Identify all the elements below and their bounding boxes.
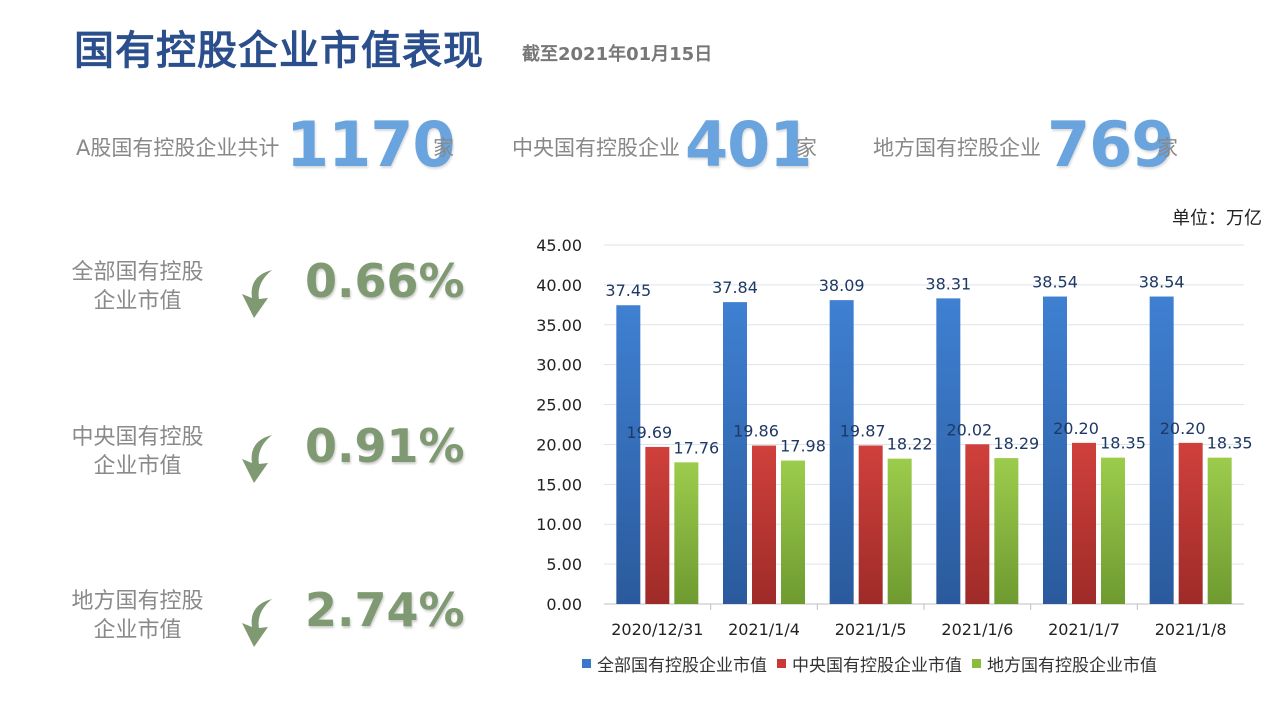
x-tick-label: 2021/1/8 (1155, 620, 1227, 639)
change-central: 中央国有控股 企业市值 0.91% (40, 419, 480, 511)
bar-local (1207, 457, 1232, 604)
bar-central (858, 445, 883, 604)
change-central-pct: 0.91% (305, 419, 465, 473)
change-local-pct: 2.74% (305, 583, 465, 637)
data-label: 19.69 (626, 423, 672, 442)
stat-local-label: 地方国有控股企业 (873, 136, 1041, 160)
stat-local: 地方国有控股企业 769 家 (873, 108, 1193, 181)
bar-total (1149, 296, 1174, 604)
data-label: 19.87 (840, 421, 886, 440)
bar-central (1178, 442, 1203, 604)
change-local-label: 地方国有控股 企业市值 (71, 589, 204, 643)
data-label: 18.22 (887, 435, 933, 454)
change-total-label: 全部国有控股 企业市值 (71, 260, 204, 314)
bar-central (645, 446, 670, 604)
y-tick-label: 20.00 (536, 435, 582, 454)
bar-local (674, 462, 699, 604)
stat-central: 中央国有控股企业 401 家 (512, 108, 832, 181)
data-label: 17.98 (780, 437, 826, 456)
x-tick-label: 2021/1/7 (1048, 620, 1120, 639)
y-tick-label: 40.00 (536, 276, 582, 295)
y-tick-label: 15.00 (536, 475, 582, 494)
stat-total-value: 1170 (286, 108, 456, 181)
bar-local (994, 458, 1019, 604)
stat-total-unit: 家 (433, 136, 454, 160)
x-tick-label: 2021/1/6 (941, 620, 1013, 639)
bar-local (1101, 457, 1125, 604)
y-tick-label: 0.00 (546, 595, 582, 614)
stat-total: A股国有控股企业共计 1170 家 (76, 108, 466, 181)
bar-total (1043, 296, 1067, 604)
stat-central-label: 中央国有控股企业 (512, 136, 680, 160)
change-total-pct: 0.66% (305, 254, 465, 308)
data-label: 37.84 (712, 278, 758, 297)
data-label: 20.20 (1053, 419, 1099, 438)
change-local: 地方国有控股 企业市值 2.74% (40, 583, 480, 675)
legend-swatch-blue (582, 659, 591, 668)
y-tick-label: 35.00 (536, 316, 582, 335)
bar-central (1072, 442, 1096, 604)
bar-total (616, 305, 641, 604)
stat-local-value: 769 (1047, 108, 1174, 181)
legend-item-central: 中央国有控股企业市值 (777, 651, 962, 676)
data-label: 37.45 (605, 281, 651, 300)
page-subtitle: 截至2021年01月15日 (522, 44, 713, 65)
data-label: 18.29 (993, 434, 1039, 453)
legend-swatch-red (777, 659, 786, 668)
bar-total (829, 300, 854, 604)
bar-local (887, 458, 912, 604)
data-label: 20.20 (1160, 419, 1206, 438)
x-tick-label: 2021/1/4 (728, 620, 800, 639)
curved-down-arrow-icon (242, 270, 272, 318)
stat-central-unit: 家 (796, 136, 817, 160)
chart-legend: 全部国有控股企业市值 中央国有控股企业市值 地方国有控股企业市值 (582, 651, 1157, 676)
x-tick-label: 2020/12/31 (611, 620, 703, 639)
page-title: 国有控股企业市值表现 (74, 28, 484, 74)
data-label: 38.31 (925, 274, 971, 293)
data-label: 17.76 (673, 438, 719, 457)
legend-swatch-green (972, 659, 981, 668)
y-tick-label: 30.00 (536, 356, 582, 375)
change-total: 全部国有控股 企业市值 0.66% (40, 254, 480, 346)
curved-down-arrow-icon (242, 435, 272, 483)
data-label: 18.35 (1207, 434, 1253, 453)
data-label: 38.54 (1032, 273, 1078, 292)
y-tick-label: 45.00 (536, 236, 582, 255)
bar-central (752, 445, 776, 604)
bar-central (965, 444, 990, 604)
stat-total-label: A股国有控股企业共计 (76, 136, 280, 160)
stat-central-value: 401 (685, 108, 812, 181)
x-tick-label: 2021/1/5 (835, 620, 907, 639)
data-label: 20.02 (946, 420, 992, 439)
data-label: 38.09 (819, 276, 865, 295)
bar-total (936, 298, 961, 604)
data-label: 19.86 (733, 422, 779, 441)
curved-down-arrow-icon (242, 599, 272, 647)
bar-local (781, 460, 805, 604)
stat-local-unit: 家 (1157, 136, 1178, 160)
legend-item-total: 全部国有控股企业市值 (582, 651, 767, 676)
bar-total (723, 302, 747, 604)
change-central-label: 中央国有控股 企业市值 (71, 425, 204, 479)
data-label: 38.54 (1139, 273, 1185, 292)
y-tick-label: 5.00 (546, 555, 582, 574)
y-tick-label: 10.00 (536, 515, 582, 534)
y-tick-label: 25.00 (536, 396, 582, 415)
chart-unit-label: 单位：万亿 (1172, 208, 1262, 229)
data-label: 18.35 (1100, 434, 1146, 453)
legend-item-local: 地方国有控股企业市值 (972, 651, 1157, 676)
